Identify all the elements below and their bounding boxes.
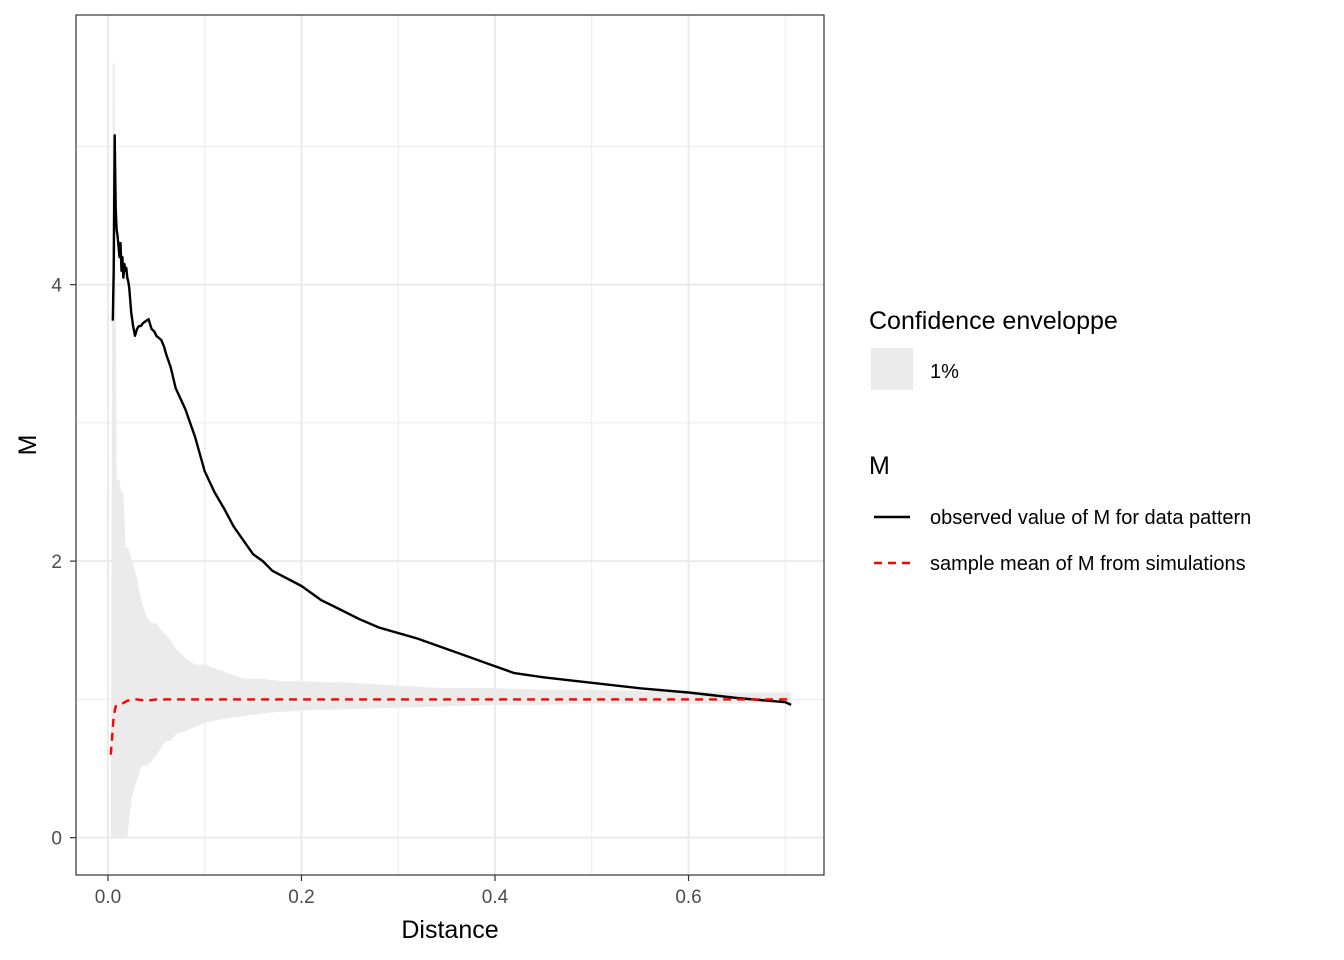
legend-mean-label: sample mean of M from simulations — [930, 553, 1246, 575]
series-lines — [109, 134, 792, 755]
panel-background — [76, 15, 824, 875]
panel-border — [75, 14, 825, 876]
grid-major — [76, 15, 824, 875]
legend-observed-label: observed value of M for data pattern — [930, 507, 1251, 529]
plot-area — [75, 14, 825, 876]
x-tick-label: 0.0 — [95, 887, 121, 908]
y-tick-label: 2 — [51, 552, 62, 573]
observed-series-line — [111, 134, 792, 706]
x-axis-label: Distance — [401, 916, 498, 944]
grid-minor — [76, 15, 824, 875]
y-axis: 0 2 4 — [51, 276, 76, 850]
y-tick-label: 0 — [51, 829, 62, 850]
legend: Confidence enveloppe 1% M observed value… — [869, 307, 1251, 575]
x-tick-label: 0.4 — [482, 887, 509, 908]
legend-lines-title: M — [869, 452, 890, 480]
y-tick-label: 4 — [51, 276, 62, 297]
x-axis: 0.0 0.2 0.4 0.6 — [95, 875, 702, 908]
legend-envelope-label: 1% — [930, 361, 959, 383]
mean-series-line — [109, 698, 792, 755]
y-axis-label: M — [14, 435, 42, 456]
legend-envelope-title: Confidence enveloppe — [869, 307, 1118, 335]
legend-envelope-key — [871, 348, 913, 390]
x-tick-label: 0.6 — [675, 887, 701, 908]
x-tick-label: 0.2 — [288, 887, 314, 908]
